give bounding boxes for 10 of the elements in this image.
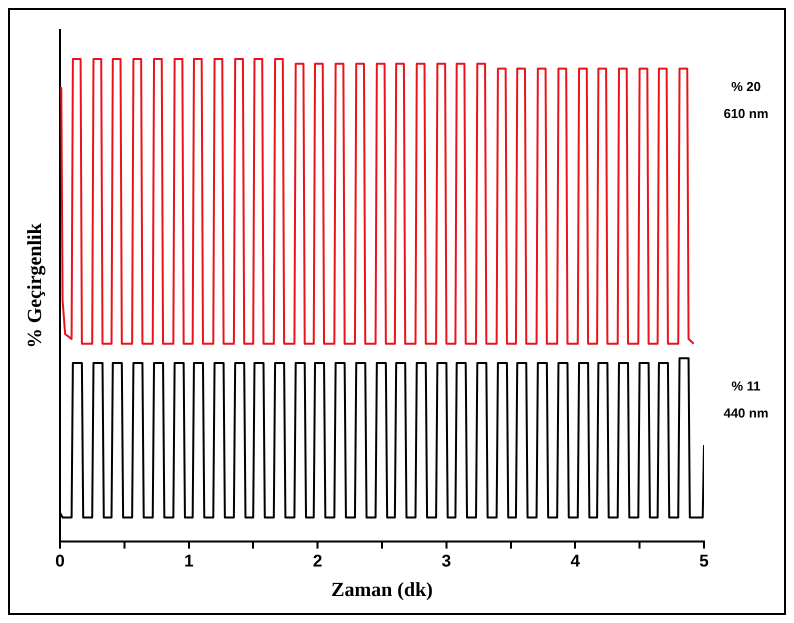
x-axis-title: Zaman (dk) [331, 579, 433, 602]
y-axis-title: % Geçirgenlik [24, 222, 46, 348]
x-tick-label: 1 [184, 551, 194, 570]
text: % 11 440 nm [724, 378, 768, 420]
x-tick-label: 4 [570, 551, 580, 570]
x-tick-label: 2 [312, 551, 322, 570]
x-tick-label: 3 [442, 551, 452, 570]
text: % 20 610 nm [724, 79, 768, 122]
x-tick-label: 5 [699, 551, 709, 570]
x-tick-label: 0 [55, 551, 65, 570]
